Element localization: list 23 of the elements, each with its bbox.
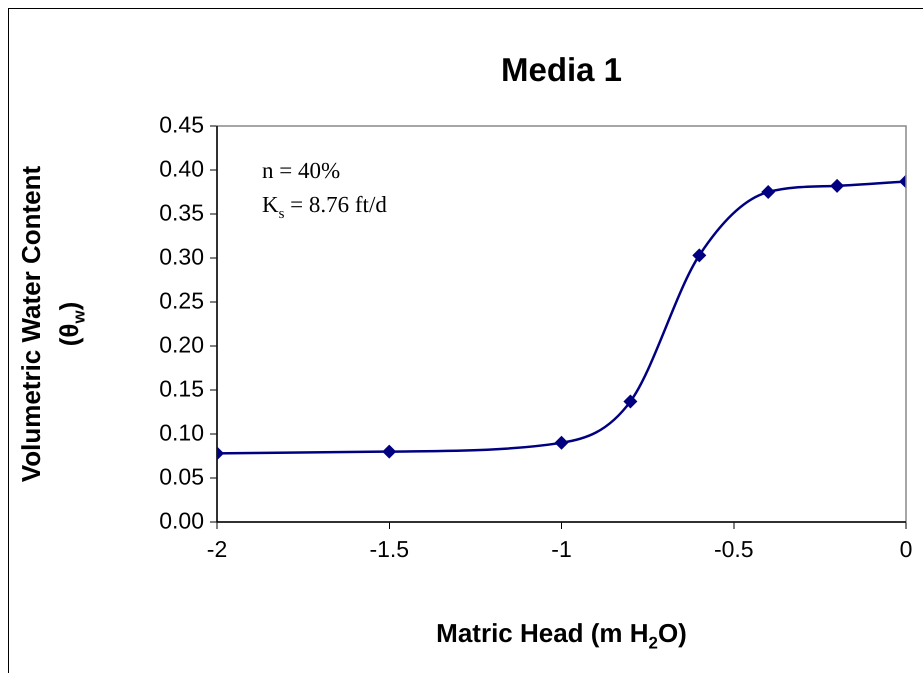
annotation: n = 40% — [262, 158, 340, 183]
y-tick-label: 0.20 — [159, 331, 204, 358]
y-tick-label: 0.35 — [159, 199, 204, 226]
point — [623, 394, 638, 408]
y-tick-label: 0.25 — [159, 287, 204, 314]
y-tick-label: 0.05 — [159, 463, 204, 490]
x-tick-label: -2 — [206, 536, 228, 562]
y-tick-label: 0.40 — [159, 155, 204, 182]
point — [830, 178, 844, 193]
x-tick-label: -1.5 — [369, 536, 410, 562]
y-tick-label: 0.15 — [159, 375, 204, 402]
point — [554, 436, 568, 450]
y-tick-label: 0.10 — [159, 419, 204, 446]
y-tick-label: 0.30 — [159, 243, 204, 270]
y-tick-label: 0.00 — [159, 507, 204, 534]
point — [382, 444, 396, 459]
point — [761, 185, 776, 199]
x-tick-label: 0 — [900, 536, 912, 562]
y-tick-label: 0.45 — [159, 111, 204, 138]
x-tick-label: -1 — [551, 536, 572, 562]
point — [692, 248, 706, 262]
chart-title: Media 1 — [500, 51, 622, 88]
x-tick-label: -0.5 — [714, 536, 754, 562]
